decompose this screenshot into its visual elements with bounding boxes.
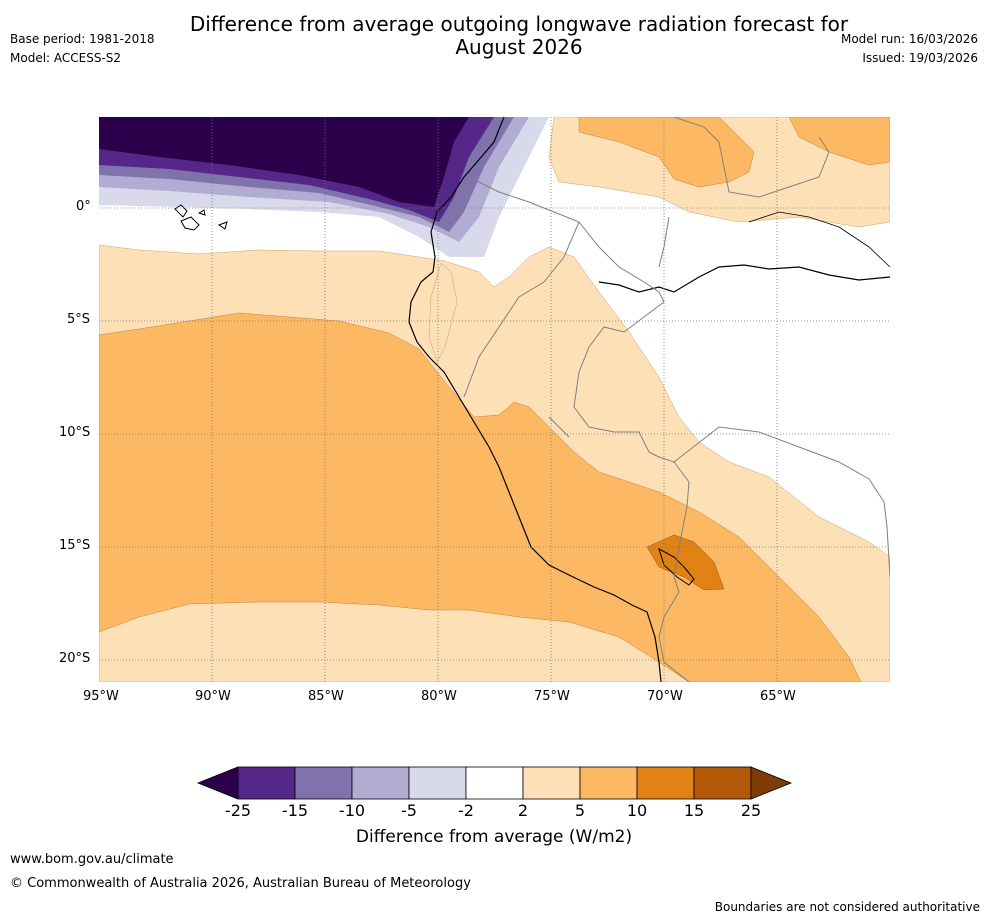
title-line-2: August 2026 — [455, 35, 583, 59]
colorbar-tick: -2 — [458, 801, 474, 820]
anomaly-region-orange-north — [578, 117, 755, 188]
colorbar-segment-2 — [294, 766, 353, 800]
colorbar-segment-7 — [579, 766, 638, 800]
colorbar-tick: -5 — [401, 801, 417, 820]
colorbar-extend-low — [196, 766, 239, 800]
graticule — [99, 117, 890, 682]
colorbar-segment-6 — [522, 766, 581, 800]
anomaly-region-light-orange-west-coast — [428, 262, 458, 363]
title-line-1: Difference from average outgoing longwav… — [189, 12, 849, 36]
colorbar — [196, 766, 793, 800]
colorbar-label: Difference from average (W/m2) — [355, 827, 633, 847]
colorbar-segment-3 — [351, 766, 410, 800]
copyright-text: © Commonwealth of Australia 2026, Austra… — [10, 876, 471, 891]
lat-label-20s: 20°S — [59, 651, 91, 666]
colorbar-tick: -25 — [224, 801, 252, 820]
colorbar-tick: 2 — [517, 801, 529, 820]
lon-label-80w: 80°W — [421, 689, 457, 704]
colorbar-segment-5 — [465, 766, 524, 800]
model-name: Model: ACCESS-S2 — [10, 51, 122, 65]
disclaimer-text: Boundaries are not considered authoritat… — [714, 900, 980, 914]
lon-label-95w: 95°W — [83, 689, 119, 704]
forecast-map — [99, 117, 890, 682]
source-link[interactable]: www.bom.gov.au/climate — [10, 852, 174, 867]
colorbar-tick: 15 — [683, 801, 705, 820]
coastline — [408, 117, 662, 682]
amazon-coast — [598, 264, 890, 293]
anomaly-region-darkest-purple — [99, 117, 469, 207]
colorbar-tick: 25 — [740, 801, 762, 820]
lat-label-5s: 5°S — [67, 312, 91, 327]
lon-label-75w: 75°W — [534, 689, 570, 704]
colorbar-segment-4 — [408, 766, 467, 800]
colorbar-tick: -15 — [281, 801, 309, 820]
lat-label-10s: 10°S — [59, 425, 91, 440]
lon-label-90w: 90°W — [195, 689, 231, 704]
anomaly-region-orange — [99, 312, 862, 682]
anomaly-region-orange-northeast — [788, 117, 890, 166]
map-title: Difference from average outgoing longwav… — [0, 13, 988, 59]
base-period: Base period: 1981-2018 — [10, 32, 155, 46]
model-run-date: Model run: 16/03/2026 — [840, 32, 978, 46]
issued-date: Issued: 19/03/2026 — [862, 51, 978, 65]
lon-label-85w: 85°W — [308, 689, 344, 704]
river-lines — [748, 211, 890, 268]
galapagos-islands — [174, 204, 228, 231]
colorbar-tick: -10 — [338, 801, 366, 820]
lon-label-65w: 65°W — [760, 689, 796, 704]
colorbar-tick: 5 — [574, 801, 586, 820]
colorbar-segment-8 — [636, 766, 695, 800]
colorbar-tick: 10 — [626, 801, 648, 820]
colorbar-extend-high — [750, 766, 793, 800]
lat-label-0: 0° — [76, 199, 91, 214]
lon-label-70w: 70°W — [647, 689, 683, 704]
colorbar-segment-9 — [693, 766, 752, 800]
lake-titicaca — [658, 547, 695, 586]
colorbar-segment-1 — [237, 766, 296, 800]
lat-label-15s: 15°S — [59, 538, 91, 553]
